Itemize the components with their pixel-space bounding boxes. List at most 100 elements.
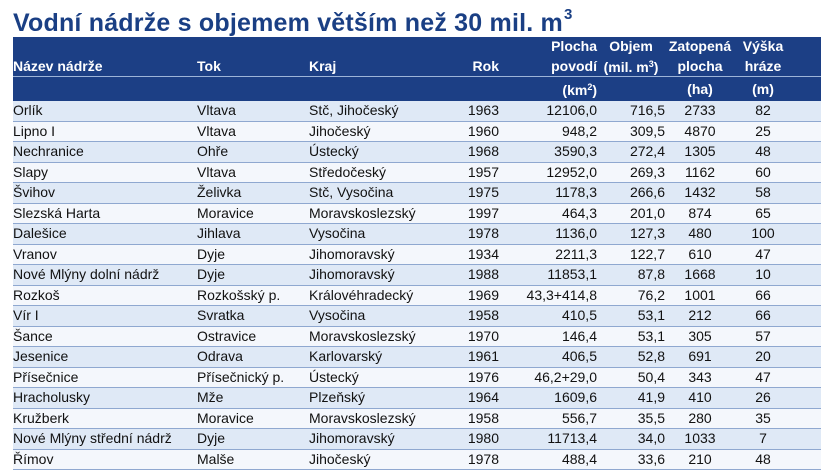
- header-zatopena-line2: plocha: [665, 55, 735, 77]
- cell-nazev: Nové Mlýny střední nádrž: [13, 428, 197, 450]
- header-row-3: (km2) (ha) (m): [13, 76, 821, 101]
- cell-kraj: Jihočeský: [309, 449, 449, 470]
- cell-plocha-povodi: 146,4: [499, 326, 597, 347]
- table-row: Nové Mlýny střední nádrž Dyje Jihomoravský…: [13, 428, 821, 450]
- cell-rok: 1970: [449, 326, 499, 347]
- table-row: Jesenice Odrava Karlovarský 1961 406,5 52,8 69…: [13, 346, 821, 368]
- cell-spacer: [791, 244, 821, 265]
- cell-vyska-hraze: 65: [735, 203, 791, 224]
- cell-rok: 1957: [449, 162, 499, 183]
- cell-rok: 1961: [449, 346, 499, 368]
- cell-tok: Moravice: [197, 408, 309, 429]
- cell-nazev: Dalešice: [13, 223, 197, 245]
- cell-nazev: Přísečnice: [13, 367, 197, 388]
- cell-tok: Ostravice: [197, 326, 309, 347]
- cell-plocha-povodi: 12106,0: [499, 101, 597, 122]
- cell-kraj: Plzeňský: [309, 387, 449, 409]
- cell-kraj: Jihomoravský: [309, 264, 449, 286]
- cell-spacer: [791, 101, 821, 122]
- header-rok: Rok: [449, 55, 499, 77]
- cell-zatopena-plocha: 1001: [665, 285, 735, 306]
- cell-objem: 269,3: [597, 162, 665, 183]
- table-row: Orlík Vltava Stč, Jihočeský 1963 12106,0 716,…: [13, 101, 821, 122]
- header-zatopena-line1: Zatopená: [665, 37, 735, 55]
- cell-vyska-hraze: 25: [735, 121, 791, 142]
- header-objem-line2: (mil. m3): [597, 55, 665, 77]
- cell-objem: 272,4: [597, 141, 665, 163]
- page: Vodní nádrže s objemem větším než 30 mil…: [13, 6, 821, 470]
- header-vyska-line1: Výška: [735, 37, 791, 55]
- cell-objem: 52,8: [597, 346, 665, 368]
- cell-rok: 1969: [449, 285, 499, 306]
- table-row: Nechranice Ohře Ústecký 1968 3590,3 272,4 1305…: [13, 141, 821, 163]
- cell-nazev: Vír I: [13, 305, 197, 327]
- header-plocha-unit: (km2): [499, 76, 597, 101]
- cell-spacer: [791, 449, 821, 470]
- cell-plocha-povodi: 406,5: [499, 346, 597, 368]
- cell-rok: 1997: [449, 203, 499, 224]
- header-objem-unit: (mil. m: [603, 59, 649, 75]
- cell-kraj: Středočeský: [309, 162, 449, 183]
- cell-objem: 309,5: [597, 121, 665, 142]
- header-objem-sup: 3: [648, 59, 654, 69]
- cell-spacer: [791, 182, 821, 204]
- header-tok: Tok: [197, 55, 309, 77]
- cell-spacer: [791, 326, 821, 347]
- cell-spacer: [791, 367, 821, 388]
- cell-vyska-hraze: 58: [735, 182, 791, 204]
- cell-zatopena-plocha: 1305: [665, 141, 735, 163]
- cell-rok: 1958: [449, 408, 499, 429]
- header-vyska-line2: hráze: [735, 55, 791, 77]
- cell-zatopena-plocha: 4870: [665, 121, 735, 142]
- cell-spacer: [791, 346, 821, 368]
- cell-zatopena-plocha: 1668: [665, 264, 735, 286]
- cell-rok: 1968: [449, 141, 499, 163]
- page-title: Vodní nádrže s objemem větším než 30 mil…: [13, 6, 573, 38]
- cell-zatopena-plocha: 210: [665, 449, 735, 470]
- cell-kraj: Moravskoslezský: [309, 203, 449, 224]
- header-zatopena-unit: (ha): [665, 76, 735, 101]
- cell-kraj: Moravskoslezský: [309, 408, 449, 429]
- reservoir-table: Plocha Objem Zatopená Výška Název nádrže…: [13, 37, 821, 470]
- cell-zatopena-plocha: 1033: [665, 428, 735, 450]
- cell-spacer: [791, 305, 821, 327]
- cell-zatopena-plocha: 410: [665, 387, 735, 409]
- cell-plocha-povodi: 1609,6: [499, 387, 597, 409]
- cell-plocha-povodi: 11853,1: [499, 264, 597, 286]
- cell-plocha-povodi: 1178,3: [499, 182, 597, 204]
- table-row: Přísečnice Přísečnický p. Ústecký 1976 46,2+…: [13, 367, 821, 388]
- cell-objem: 266,6: [597, 182, 665, 204]
- cell-spacer: [791, 121, 821, 142]
- cell-rok: 1980: [449, 428, 499, 450]
- cell-tok: Odrava: [197, 346, 309, 368]
- table-row: Švihov Želivka Stč, Vysočina 1975 1178,3 266,…: [13, 182, 821, 204]
- cell-zatopena-plocha: 1432: [665, 182, 735, 204]
- cell-zatopena-plocha: 343: [665, 367, 735, 388]
- cell-tok: Vltava: [197, 162, 309, 183]
- table-row: Nové Mlýny dolní nádrž Dyje Jihomoravský 19…: [13, 264, 821, 286]
- cell-objem: 87,8: [597, 264, 665, 286]
- cell-rok: 1964: [449, 387, 499, 409]
- table-row: Dalešice Jihlava Vysočina 1978 1136,0 127,3 48…: [13, 223, 821, 245]
- cell-objem: 41,9: [597, 387, 665, 409]
- cell-kraj: Vysočina: [309, 305, 449, 327]
- cell-tok: Přísečnický p.: [197, 367, 309, 388]
- cell-nazev: Rozkoš: [13, 285, 197, 306]
- cell-plocha-povodi: 46,2+29,0: [499, 367, 597, 388]
- header-plocha-line1: Plocha: [499, 37, 597, 55]
- cell-tok: Dyje: [197, 428, 309, 450]
- cell-objem: 53,1: [597, 305, 665, 327]
- cell-spacer: [791, 141, 821, 163]
- cell-plocha-povodi: 1136,0: [499, 223, 597, 245]
- table-row: Kružberk Moravice Moravskoslezský 1958 556,7…: [13, 408, 821, 429]
- cell-objem: 34,0: [597, 428, 665, 450]
- cell-nazev: Kružberk: [13, 408, 197, 429]
- table-row: Lipno I Vltava Jihočeský 1960 948,2 309,5 4870…: [13, 121, 821, 142]
- cell-tok: Vltava: [197, 121, 309, 142]
- cell-rok: 1988: [449, 264, 499, 286]
- cell-tok: Rozkošský p.: [197, 285, 309, 306]
- cell-kraj: Jihočeský: [309, 121, 449, 142]
- header-plocha-close: ): [592, 82, 597, 98]
- cell-kraj: Karlovarský: [309, 346, 449, 368]
- cell-kraj: Stč, Jihočeský: [309, 101, 449, 122]
